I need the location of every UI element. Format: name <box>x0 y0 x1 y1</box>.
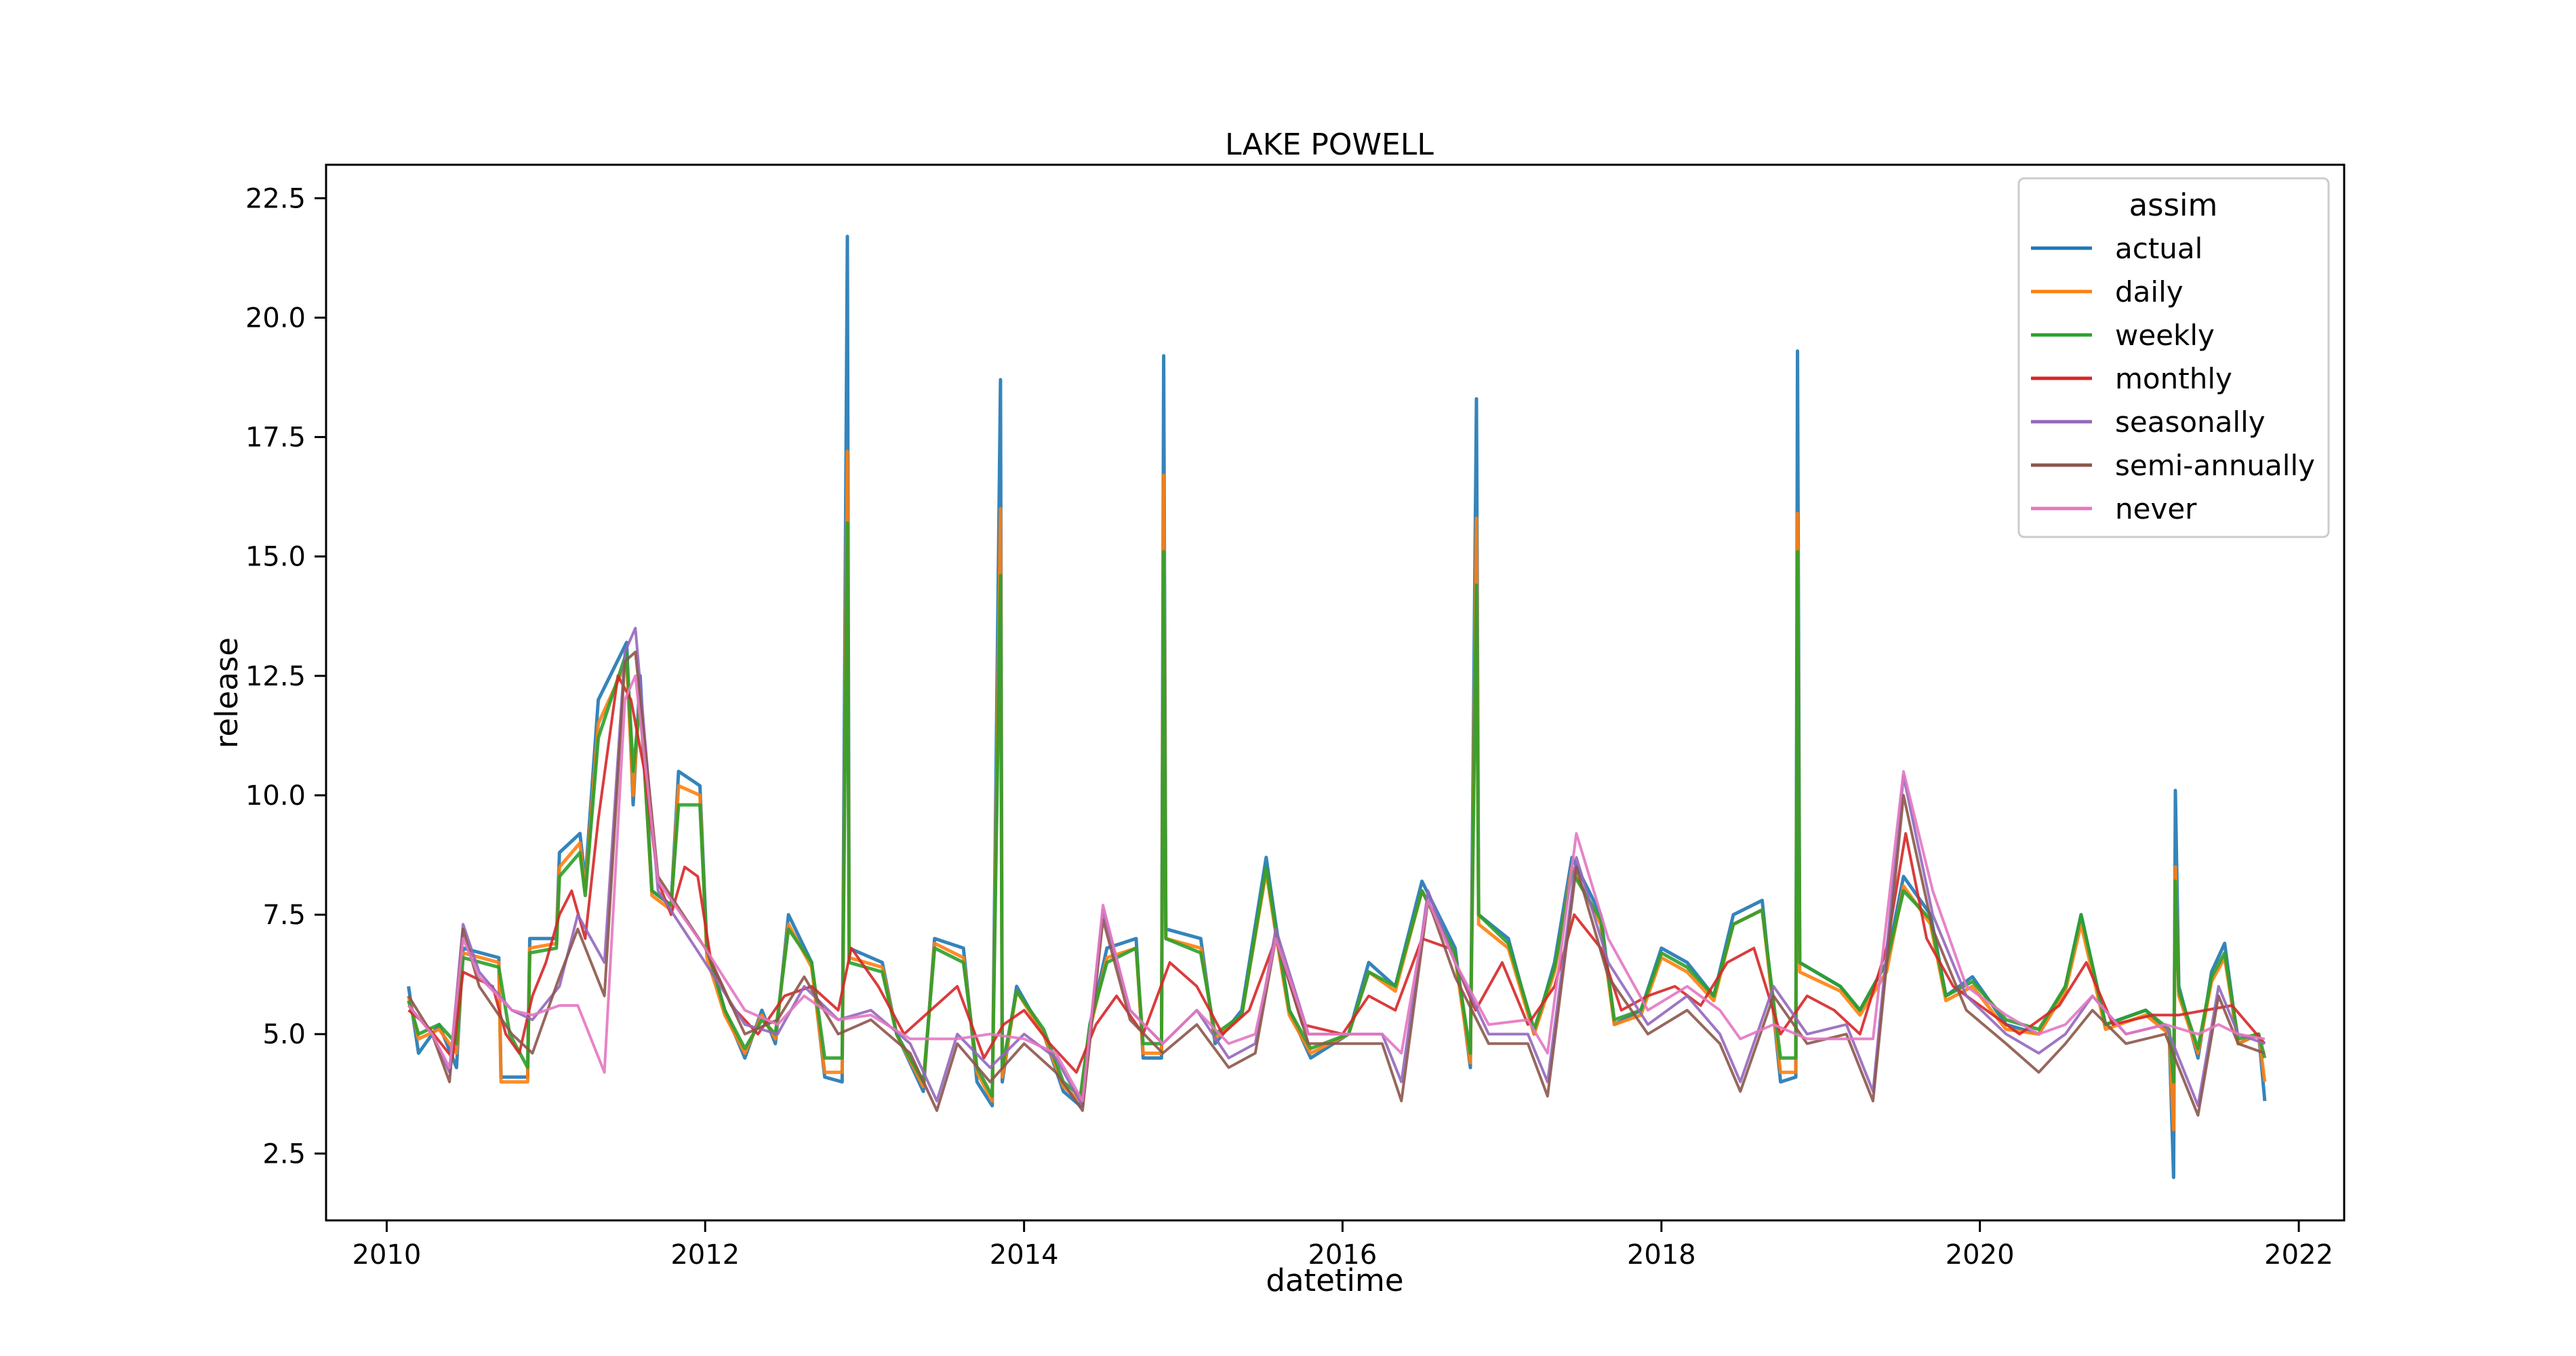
y-tick-label: 20.0 <box>245 302 306 334</box>
legend-label-monthly: monthly <box>2115 362 2232 395</box>
x-tick-label: 2018 <box>1627 1239 1696 1271</box>
x-tick-label: 2010 <box>353 1239 422 1271</box>
y-tick-label: 2.5 <box>262 1138 306 1170</box>
y-tick-label: 17.5 <box>245 422 306 454</box>
legend-label-weekly: weekly <box>2115 319 2215 352</box>
series-line-seasonally <box>407 626 2266 1107</box>
legend-label-never: never <box>2115 492 2197 525</box>
y-tick-label: 5.0 <box>262 1019 306 1050</box>
legend-title: assim <box>2129 187 2218 223</box>
y-tick-label: 10.0 <box>245 780 306 812</box>
y-axis: 2.5 5.0 7.5 10.0 12.5 15.0 17.5 20.0 22.5 <box>245 183 326 1170</box>
x-tick-label: 2012 <box>670 1239 740 1271</box>
y-tick-label: 15.0 <box>245 542 306 573</box>
legend-label-daily: daily <box>2115 275 2183 308</box>
x-tick-label: 2016 <box>1308 1239 1377 1271</box>
legend-items: actual daily weekly monthly seasonally semi-a… <box>2031 232 2315 525</box>
y-tick-label: 7.5 <box>262 900 306 931</box>
series-line-never <box>407 674 2266 1102</box>
series-line-actual <box>407 235 2267 1180</box>
plot-frame <box>325 163 2346 1222</box>
legend-label-seasonally: seasonally <box>2115 405 2266 439</box>
legend-label-actual: actual <box>2115 232 2202 265</box>
legend-label-semi-annually: semi-annually <box>2115 449 2315 482</box>
x-tick-label: 2014 <box>990 1239 1059 1271</box>
chart-title: LAKE POWELL <box>1225 127 1434 162</box>
series-line-monthly <box>407 674 2266 1074</box>
y-axis-label: release <box>209 637 245 749</box>
series-lines <box>407 235 2267 1180</box>
x-tick-label: 2022 <box>2264 1239 2333 1271</box>
y-tick-label: 12.5 <box>245 661 306 692</box>
x-axis-label: datetime <box>1266 1262 1403 1298</box>
legend: assim actual daily weekly monthly seasonally… <box>2017 177 2330 538</box>
x-axis: 2010 2012 2014 2016 2018 2020 2022 <box>353 1220 2333 1271</box>
y-tick-label: 22.5 <box>245 183 306 214</box>
series-line-semi-annually <box>407 650 2266 1117</box>
x-tick-label: 2020 <box>1946 1239 2015 1271</box>
legend-box <box>2017 177 2330 538</box>
